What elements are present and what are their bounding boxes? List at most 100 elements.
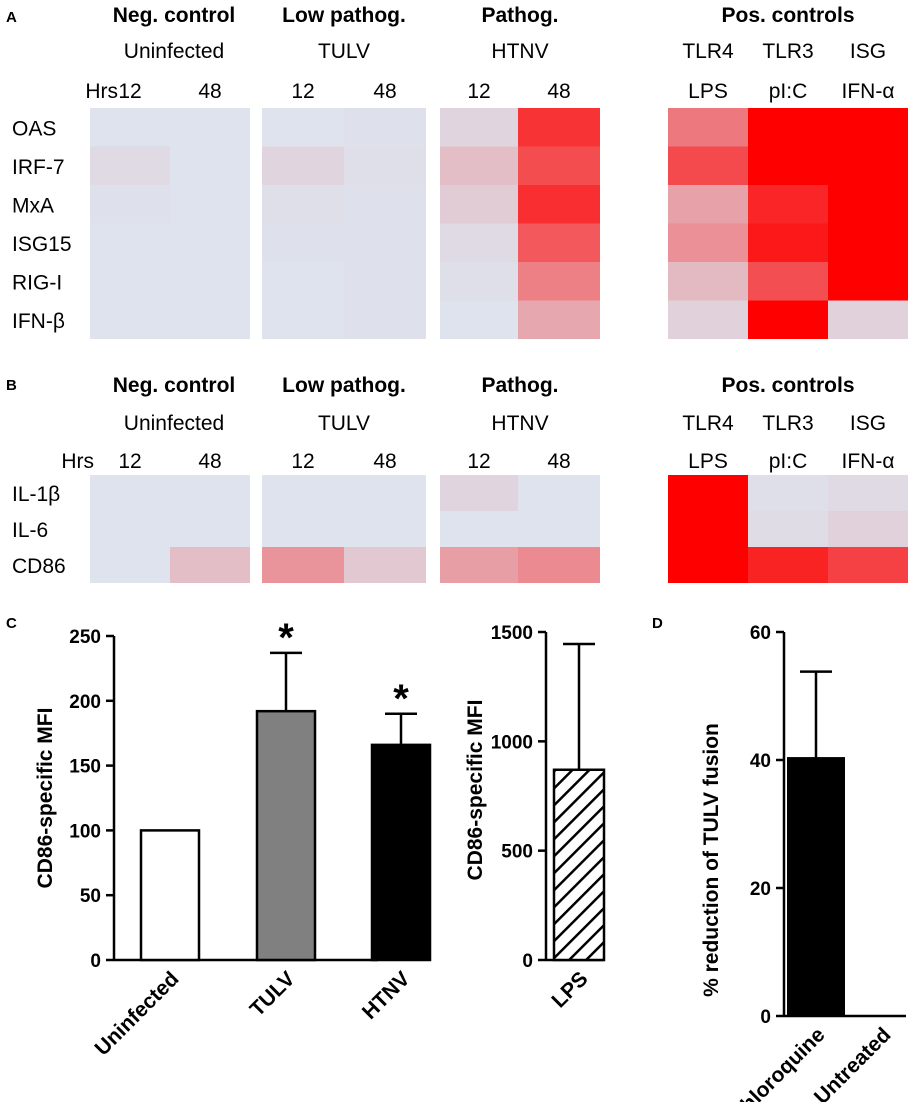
heat-cell (90, 146, 170, 185)
hours-label: 48 (198, 80, 221, 103)
hours-label: 12 (291, 450, 314, 473)
heat-cell (748, 185, 828, 224)
heat-cell (668, 300, 748, 339)
heat-cell (90, 511, 170, 547)
hrs-label: Hrs (61, 450, 94, 473)
heat-cell (170, 262, 250, 301)
panel-c-lps-bar-chart: 0 500 1000 1500 CD86-specific MFI LPS (464, 623, 606, 1012)
stimulus-label: LPS (688, 80, 728, 103)
heat-cell (344, 108, 426, 147)
heat-cell (440, 300, 518, 339)
heat-cell (440, 262, 518, 301)
y-tick-label: 50 (80, 886, 101, 907)
heat-cell (518, 262, 600, 301)
y-tick-label: 60 (750, 623, 771, 644)
heat-cell (518, 146, 600, 185)
heat-cell (90, 223, 170, 262)
y-tick-label: 100 (69, 821, 101, 842)
receptor-label: ISG (850, 412, 886, 435)
y-tick-label: 150 (69, 757, 101, 778)
heat-cell (344, 185, 426, 224)
column-group-low-pathog: Low pathog. (282, 4, 406, 27)
heat-cell (262, 146, 344, 185)
heat-cell (262, 300, 344, 339)
heat-cell (90, 300, 170, 339)
heat-cell (344, 511, 426, 547)
heat-cell (170, 475, 250, 511)
y-tick-label: 20 (750, 879, 771, 900)
heat-cell (170, 146, 250, 185)
heat-cell (668, 146, 748, 185)
bar-uninfected (139, 829, 201, 962)
heat-cell (344, 223, 426, 262)
y-tick-label: 1000 (491, 732, 533, 753)
heat-cell (668, 223, 748, 262)
row-label-irf-7: IRF-7 (12, 156, 65, 179)
hours-label: 12 (118, 80, 141, 103)
x-tick-label: HTNV (358, 967, 415, 1024)
stimulus-label: LPS (688, 450, 728, 473)
heat-cell (828, 547, 908, 583)
heat-cell (440, 511, 518, 547)
y-tick-label: 200 (69, 692, 101, 713)
receptor-label: TLR4 (682, 40, 734, 63)
bar-htnv (370, 743, 432, 962)
y-tick-label: 40 (750, 751, 771, 772)
heat-cell (748, 223, 828, 262)
heat-cell (748, 475, 828, 511)
panel-label: D (652, 615, 663, 632)
heat-cell (440, 108, 518, 147)
panel-label: B (6, 377, 17, 394)
heat-cell (828, 262, 908, 301)
heat-cell (828, 146, 908, 185)
stimulus-label: pI:C (769, 450, 808, 473)
heat-cell (518, 511, 600, 547)
heat-cell (828, 108, 908, 147)
heat-cell (90, 185, 170, 224)
heat-cell (440, 223, 518, 262)
receptor-label: ISG (850, 40, 886, 63)
y-axis-title: CD86-specific MFI (464, 700, 487, 881)
bar-chloroquine (787, 757, 845, 1018)
heat-cell (748, 511, 828, 547)
hours-label: 12 (467, 80, 490, 103)
column-group-pos-controls: Pos. controls (721, 374, 854, 397)
y-axis-title: % reduction of TULV fusion (700, 723, 723, 997)
column-group-pathog: Pathog. (482, 374, 559, 397)
panel-c-bar-chart: C 0 50 100 150 200 250 CD86-specific MFI Uninfec… (6, 615, 432, 1060)
bar-tulv (255, 709, 317, 962)
hours-label: 12 (118, 450, 141, 473)
heat-cell (170, 185, 250, 224)
heat-cell (170, 223, 250, 262)
row-label-ifn: IFN-β (12, 310, 65, 333)
heat-cell (668, 547, 748, 583)
heat-cell (748, 300, 828, 339)
heat-cell (344, 262, 426, 301)
heat-cell (518, 300, 600, 339)
heat-cell (668, 511, 748, 547)
y-axis-title: CD86-specific MFI (34, 708, 57, 889)
heat-cell (668, 475, 748, 511)
y-tick-label: 0 (760, 1007, 771, 1028)
heat-cell (170, 300, 250, 339)
heat-cell (344, 300, 426, 339)
significance-star: * (393, 677, 409, 721)
y-tick-label: 0 (90, 951, 101, 972)
x-tick-label: TULV (246, 967, 300, 1021)
column-group-neg-control: Neg. control (113, 4, 236, 27)
heat-cell (262, 108, 344, 147)
heat-cell (518, 475, 600, 511)
row-label-isg15: ISG15 (12, 233, 72, 256)
hours-label: 48 (373, 80, 396, 103)
panel-label: C (6, 615, 17, 632)
heat-cell (440, 185, 518, 224)
heat-cell (170, 511, 250, 547)
heat-cell (344, 146, 426, 185)
heat-cell (828, 185, 908, 224)
heat-cell (518, 108, 600, 147)
y-tick-label: 500 (501, 842, 533, 863)
hours-label: 48 (373, 450, 396, 473)
heat-cell (90, 262, 170, 301)
heat-cell (828, 511, 908, 547)
